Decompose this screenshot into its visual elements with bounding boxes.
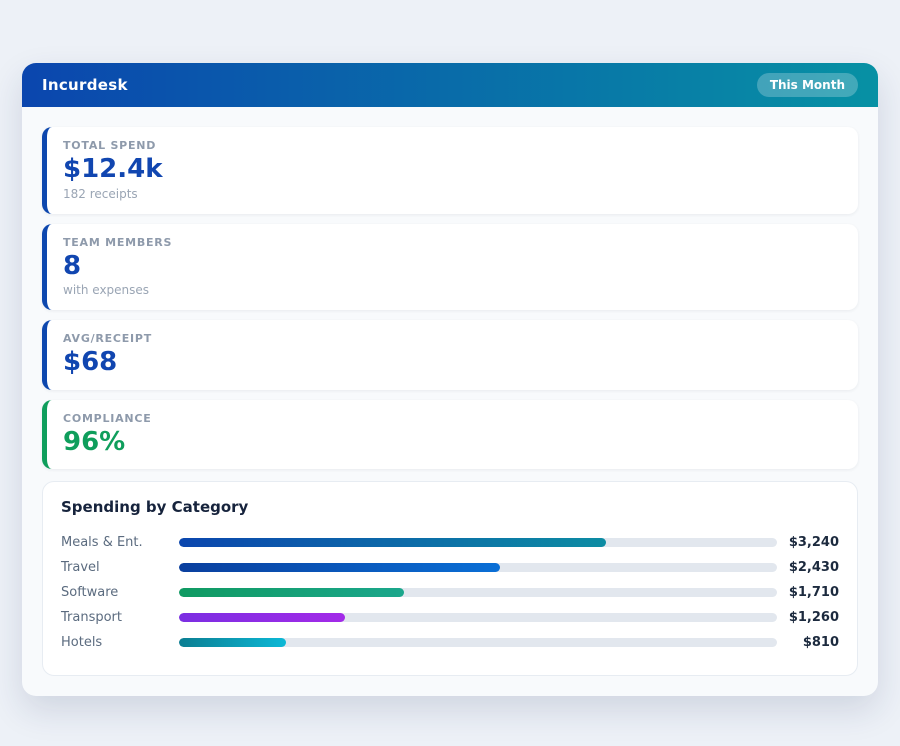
bar-value: $3,240 xyxy=(777,535,839,550)
stat-value: $12.4k xyxy=(63,155,842,184)
stat-label: TEAM MEMBERS xyxy=(63,236,842,249)
period-badge[interactable]: This Month xyxy=(757,73,858,97)
bar-fill-hotels xyxy=(179,638,286,647)
bar-value: $1,710 xyxy=(777,585,839,600)
bar-fill-software xyxy=(179,588,404,597)
stat-label: AVG/RECEIPT xyxy=(63,332,842,345)
category-label: Travel xyxy=(61,560,179,575)
category-label: Software xyxy=(61,585,179,600)
bar-value: $1,260 xyxy=(777,610,839,625)
app-title: Incurdesk xyxy=(42,76,128,94)
chart-row-software: Software $1,710 xyxy=(61,580,839,605)
bar-fill-transport xyxy=(179,613,345,622)
chart-row-transport: Transport $1,260 xyxy=(61,605,839,630)
stat-value: 96% xyxy=(63,428,842,457)
stat-card-total-spend: TOTAL SPEND $12.4k 182 receipts xyxy=(42,127,858,214)
chart-title: Spending by Category xyxy=(61,498,839,516)
bar-track xyxy=(179,638,777,647)
dashboard-panel: Incurdesk This Month TOTAL SPEND $12.4k … xyxy=(22,63,878,696)
bar-track xyxy=(179,563,777,572)
chart-row-hotels: Hotels $810 xyxy=(61,630,839,655)
stat-value: $68 xyxy=(63,348,842,377)
panel-body: TOTAL SPEND $12.4k 182 receipts TEAM MEM… xyxy=(22,107,878,696)
stat-card-avg-receipt: AVG/RECEIPT $68 xyxy=(42,320,858,390)
stat-card-compliance: COMPLIANCE 96% xyxy=(42,400,858,470)
stat-card-team-members: TEAM MEMBERS 8 with expenses xyxy=(42,224,858,311)
bar-track xyxy=(179,613,777,622)
category-label: Meals & Ent. xyxy=(61,535,179,550)
stat-subtext: 182 receipts xyxy=(63,187,842,201)
bar-fill-meals xyxy=(179,538,606,547)
category-label: Transport xyxy=(61,610,179,625)
spending-by-category-chart: Spending by Category Meals & Ent. $3,240… xyxy=(42,481,858,676)
app-header: Incurdesk This Month xyxy=(22,63,878,107)
stat-label: COMPLIANCE xyxy=(63,412,842,425)
stat-value: 8 xyxy=(63,252,842,281)
stat-subtext: with expenses xyxy=(63,283,842,297)
category-label: Hotels xyxy=(61,635,179,650)
chart-row-meals: Meals & Ent. $3,240 xyxy=(61,530,839,555)
bar-fill-travel xyxy=(179,563,500,572)
stat-label: TOTAL SPEND xyxy=(63,139,842,152)
bar-track xyxy=(179,538,777,547)
bar-value: $2,430 xyxy=(777,560,839,575)
chart-row-travel: Travel $2,430 xyxy=(61,555,839,580)
bar-track xyxy=(179,588,777,597)
bar-value: $810 xyxy=(777,635,839,650)
